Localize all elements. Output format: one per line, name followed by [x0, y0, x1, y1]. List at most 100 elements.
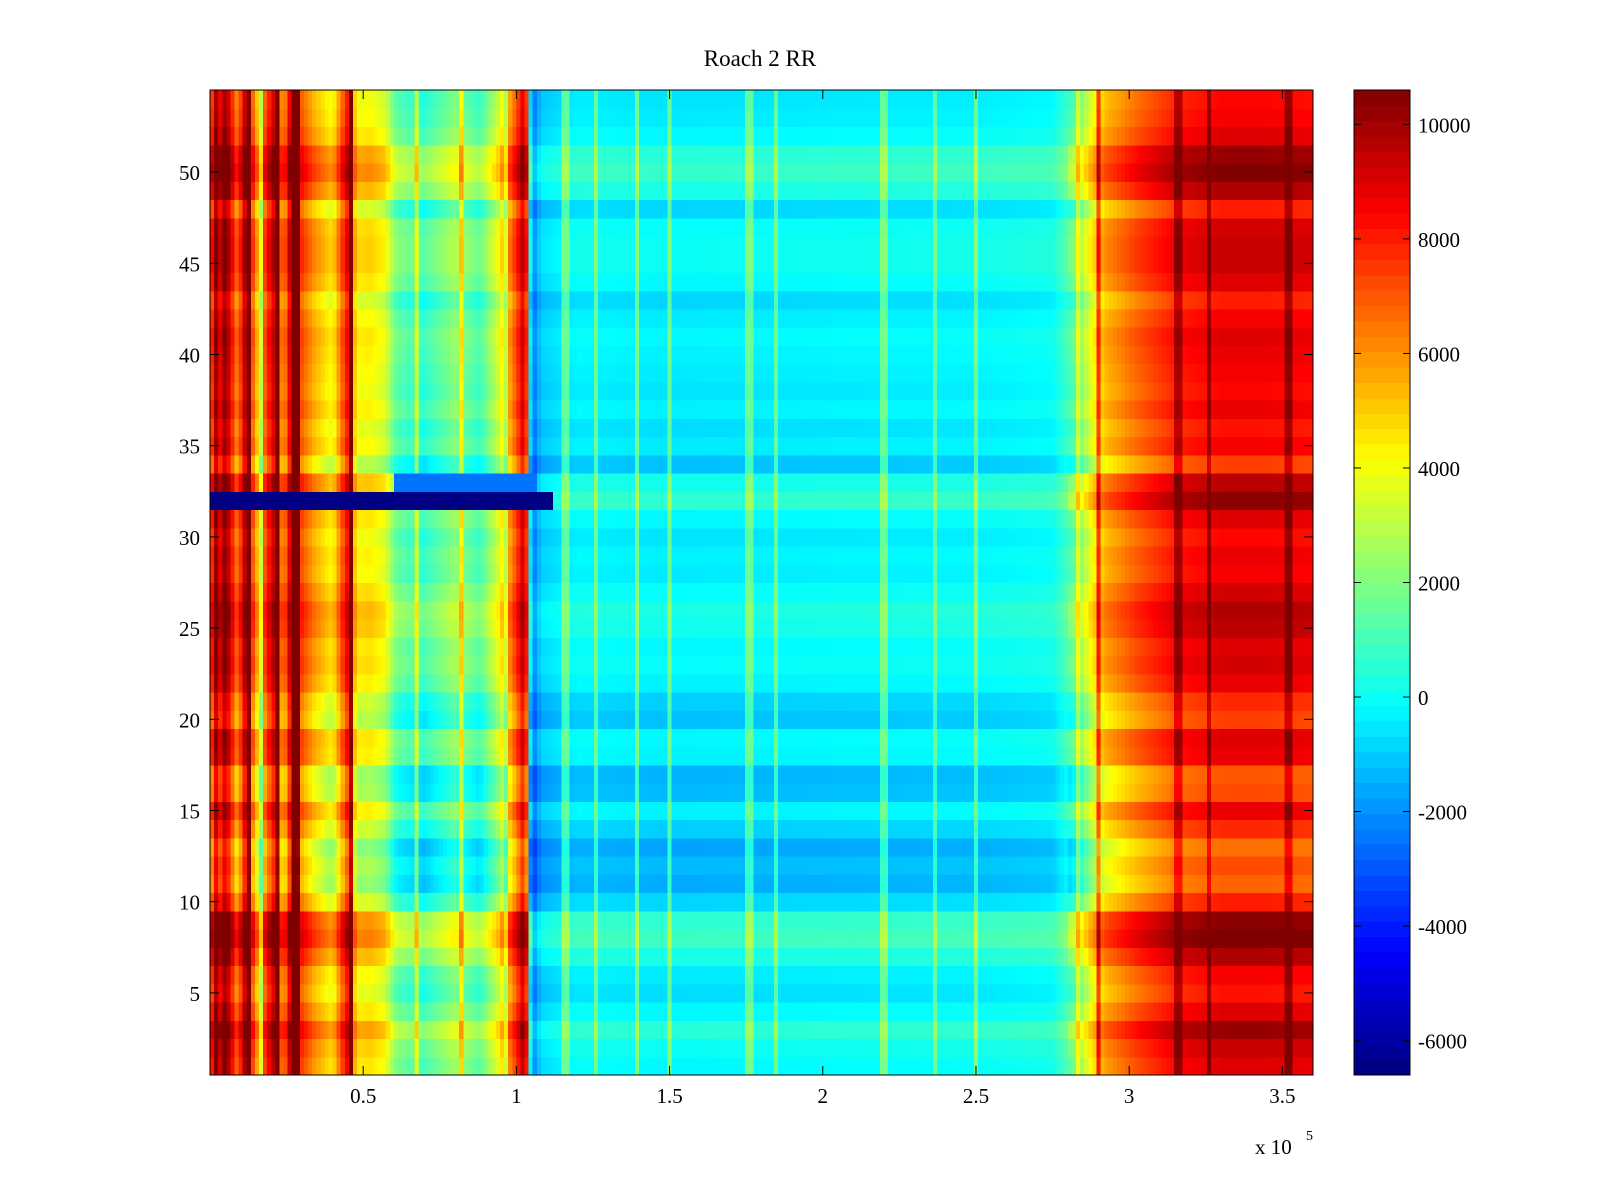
heatmap-cell	[1027, 783, 1032, 802]
heatmap-cell	[283, 929, 289, 948]
heatmap-cell	[352, 929, 358, 948]
heatmap-cell	[528, 929, 534, 948]
heatmap-cell	[1067, 947, 1073, 967]
heatmap-cell	[741, 783, 746, 802]
heatmap-cell	[982, 783, 987, 802]
heatmap-cell	[557, 764, 562, 784]
heatmap-cell	[928, 819, 934, 839]
heatmap-cell	[1039, 746, 1044, 766]
heatmap-cell	[1268, 1038, 1273, 1058]
heatmap-cell	[1096, 746, 1102, 766]
heatmap-cell	[352, 892, 358, 912]
heatmap-cell	[826, 764, 832, 784]
heatmap-cell	[667, 746, 673, 766]
heatmap-cell	[1043, 1002, 1049, 1021]
heatmap-cell	[451, 856, 456, 875]
heatmap-cell	[303, 1056, 309, 1076]
heatmap-cell	[214, 910, 219, 930]
heatmap-cell	[724, 983, 730, 1003]
heatmap-cell	[1153, 746, 1159, 766]
heatmap-cell	[1121, 764, 1126, 784]
heatmap-cell	[1149, 837, 1155, 857]
heatmap-cell	[524, 965, 530, 985]
heatmap-cell	[1243, 983, 1249, 1003]
heatmap-cell	[1178, 947, 1183, 967]
heatmap-cell	[226, 1002, 232, 1021]
heatmap-cell	[295, 1056, 301, 1076]
heatmap-cell	[540, 947, 546, 967]
heatmap-cell	[1272, 856, 1277, 875]
heatmap-cell	[1272, 746, 1277, 766]
heatmap-cell	[479, 983, 485, 1003]
heatmap-cell	[1272, 783, 1277, 802]
heatmap-cell	[953, 1002, 959, 1021]
heatmap-cell	[998, 983, 1004, 1003]
heatmap-cell	[773, 1020, 779, 1040]
heatmap-cell	[1067, 983, 1073, 1003]
heatmap-cell	[1206, 947, 1212, 967]
heatmap-cell	[1235, 892, 1241, 912]
heatmap-cell	[577, 983, 583, 1003]
heatmap-cell	[1076, 892, 1081, 912]
heatmap-cell	[851, 983, 857, 1003]
heatmap-cell	[606, 819, 611, 839]
heatmap-cell	[1006, 929, 1012, 948]
heatmap-cell	[316, 929, 321, 948]
heatmap-cell	[271, 1002, 276, 1021]
heatmap-cell	[585, 837, 591, 857]
heatmap-cell	[712, 783, 718, 802]
heatmap-cell	[581, 892, 587, 912]
heatmap-cell	[365, 947, 370, 967]
heatmap-cell	[798, 1056, 803, 1076]
heatmap-cell	[794, 819, 799, 839]
heatmap-cell	[242, 819, 248, 839]
heatmap-cell	[1104, 1002, 1110, 1021]
heatmap-cell	[1116, 983, 1122, 1003]
heatmap-cell	[234, 1056, 240, 1076]
heatmap-cell	[557, 783, 562, 802]
heatmap-cell	[1051, 819, 1057, 839]
heatmap-cell	[377, 1020, 383, 1040]
heatmap-cell	[565, 1038, 571, 1058]
heatmap-cell	[581, 947, 587, 967]
heatmap-cell	[867, 892, 873, 912]
heatmap-cell	[1263, 1002, 1269, 1021]
heatmap-cell	[1145, 983, 1151, 1003]
heatmap-cell	[446, 856, 452, 875]
heatmap-cell	[953, 837, 959, 857]
heatmap-cell	[736, 746, 742, 766]
heatmap-cell	[957, 783, 963, 802]
heatmap-cell	[614, 929, 620, 948]
heatmap-cell	[1165, 947, 1171, 967]
heatmap-cell	[908, 856, 914, 875]
heatmap-cell	[1304, 965, 1310, 985]
heatmap-cell	[1141, 1056, 1147, 1076]
heatmap-cell	[1174, 947, 1179, 967]
heatmap-cell	[736, 856, 742, 875]
heatmap-cell	[287, 1020, 293, 1040]
heatmap-cell	[242, 764, 248, 784]
heatmap-cell	[994, 892, 1000, 912]
heatmap-cell	[920, 1020, 926, 1040]
heatmap-cell	[875, 783, 881, 802]
heatmap-cell	[961, 764, 967, 784]
heatmap-cell	[259, 783, 264, 802]
heatmap-cell	[847, 1020, 852, 1040]
heatmap-cell	[859, 1020, 865, 1040]
heatmap-cell	[830, 819, 836, 839]
heatmap-cell	[871, 837, 877, 857]
heatmap-cell	[475, 983, 481, 1003]
heatmap-cell	[1280, 892, 1286, 912]
heatmap-cell	[1210, 1038, 1216, 1058]
heatmap-cell	[1170, 764, 1175, 784]
heatmap-cell	[348, 1056, 354, 1076]
heatmap-cell	[598, 910, 603, 930]
heatmap-cell	[982, 746, 987, 766]
heatmap-cell	[381, 947, 387, 967]
heatmap-cell	[961, 965, 967, 985]
heatmap-cell	[1251, 837, 1257, 857]
heatmap-cell	[561, 837, 567, 857]
heatmap-cell	[802, 1020, 808, 1040]
heatmap-cell	[720, 1020, 726, 1040]
heatmap-cell	[254, 965, 260, 985]
